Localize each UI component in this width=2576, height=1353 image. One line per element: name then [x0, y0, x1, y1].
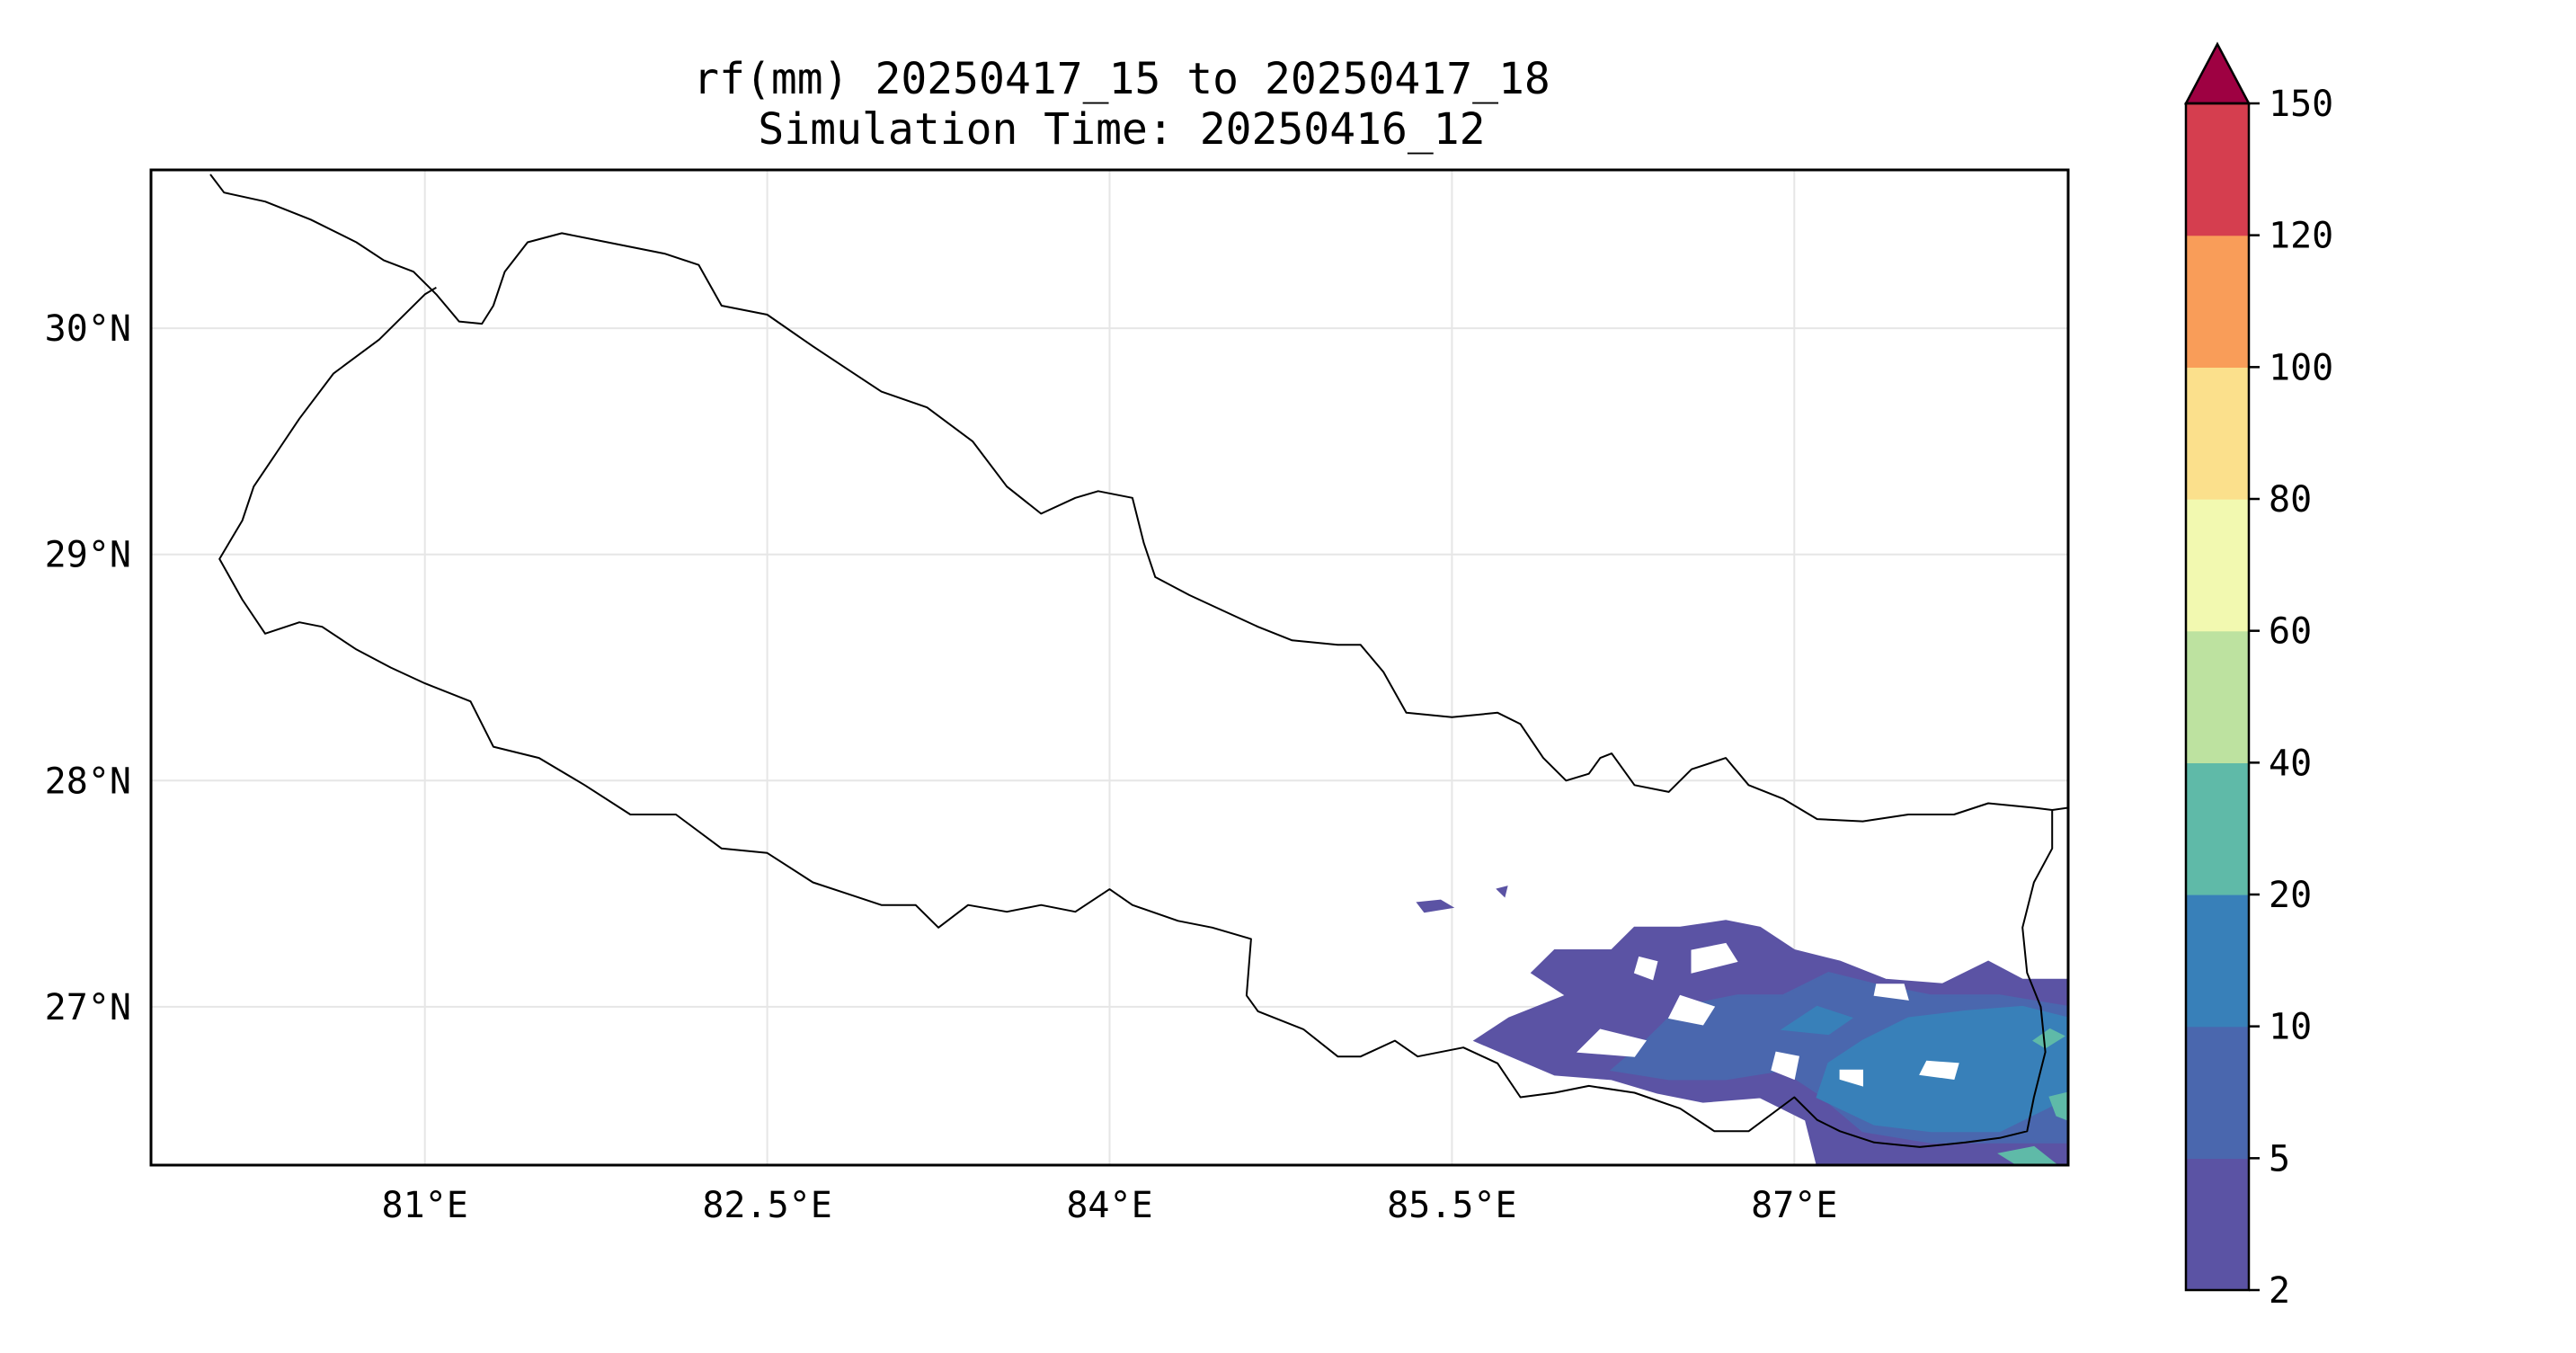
- colorbar-segment: [2186, 1158, 2249, 1291]
- colorbar-tick-label: 40: [2269, 743, 2312, 784]
- colorbar-tick-label: 120: [2269, 216, 2333, 257]
- rainfall-gap: [1633, 956, 1658, 981]
- lon-tick-label: 82.5°E: [702, 1185, 832, 1226]
- lon-tick-label: 85.5°E: [1387, 1185, 1517, 1226]
- map-frame: [149, 168, 2070, 1167]
- rainfall-region-2mm: [1416, 899, 1455, 913]
- lon-tick-label: 81°E: [382, 1185, 468, 1226]
- rainfall-gap: [1873, 984, 1909, 1001]
- lat-tick-label: 27°N: [45, 987, 131, 1028]
- rainfall-gap: [1691, 942, 1738, 974]
- country-borders: [209, 174, 2068, 1148]
- lat-tick-label: 28°N: [45, 761, 131, 802]
- lon-tick-label: 84°E: [1066, 1185, 1152, 1226]
- colorbar-segment: [2186, 103, 2249, 236]
- rainfall-region-10mm: [1780, 1005, 1854, 1036]
- colorbar-frame: [2184, 102, 2251, 1292]
- colorbar-tick-label: 60: [2269, 611, 2312, 653]
- rainfall-gap: [1919, 1060, 1959, 1080]
- lat-tick-label: 30°N: [45, 308, 131, 350]
- rainfall-region-20mm: [1997, 1145, 2058, 1165]
- colorbar-segment: [2186, 367, 2249, 500]
- colorbar-extend-arrow: [2183, 41, 2252, 105]
- rainfall-region-20mm: [2048, 1091, 2068, 1121]
- nepal-border: [209, 174, 2054, 1148]
- rainfall-gap: [1771, 1051, 1799, 1081]
- colorbar: 2 5 10 20 40 60 80 100 120 150: [2183, 41, 2333, 1312]
- colorbar-segment: [2186, 499, 2249, 632]
- rainfall-gap: [1839, 1069, 1863, 1087]
- colorbar-segment: [2186, 762, 2249, 895]
- colorbar-tick-label: 100: [2269, 347, 2333, 388]
- neighbor-border: [2052, 806, 2068, 811]
- title-line-1: rf(mm) 20250417_15 to 20250417_18: [693, 54, 1550, 104]
- lat-tick-label: 29°N: [45, 535, 131, 576]
- colorbar-tick-label: 20: [2269, 875, 2312, 916]
- colorbar-tick-label: 150: [2269, 84, 2333, 125]
- colorbar-tick-label: 80: [2269, 479, 2312, 521]
- rainfall-region-20mm: [2032, 1028, 2065, 1049]
- colorbar-segment: [2186, 895, 2249, 1028]
- colorbar-segment: [2186, 630, 2249, 763]
- colorbar-segment: [2186, 235, 2249, 368]
- longitude-tick-labels: 81°E 82.5°E 84°E 85.5°E 87°E: [382, 1185, 1838, 1226]
- rainfall-contours: [1416, 886, 2068, 1165]
- colorbar-tick-label: 2: [2269, 1270, 2290, 1312]
- latitude-tick-labels: 30°N 29°N 28°N 27°N: [45, 308, 131, 1028]
- rainfall-gap: [1667, 994, 1716, 1026]
- lon-tick-label: 87°E: [1751, 1185, 1837, 1226]
- title-line-2: Simulation Time: 20250416_12: [758, 104, 1485, 155]
- colorbar-tick-label: 10: [2269, 1007, 2312, 1048]
- rainfall-gap: [1576, 1028, 1648, 1057]
- colorbar-segment: [2186, 1026, 2249, 1159]
- rainfall-region-2mm: [1496, 886, 1508, 898]
- colorbar-tick-label: 5: [2269, 1138, 2290, 1179]
